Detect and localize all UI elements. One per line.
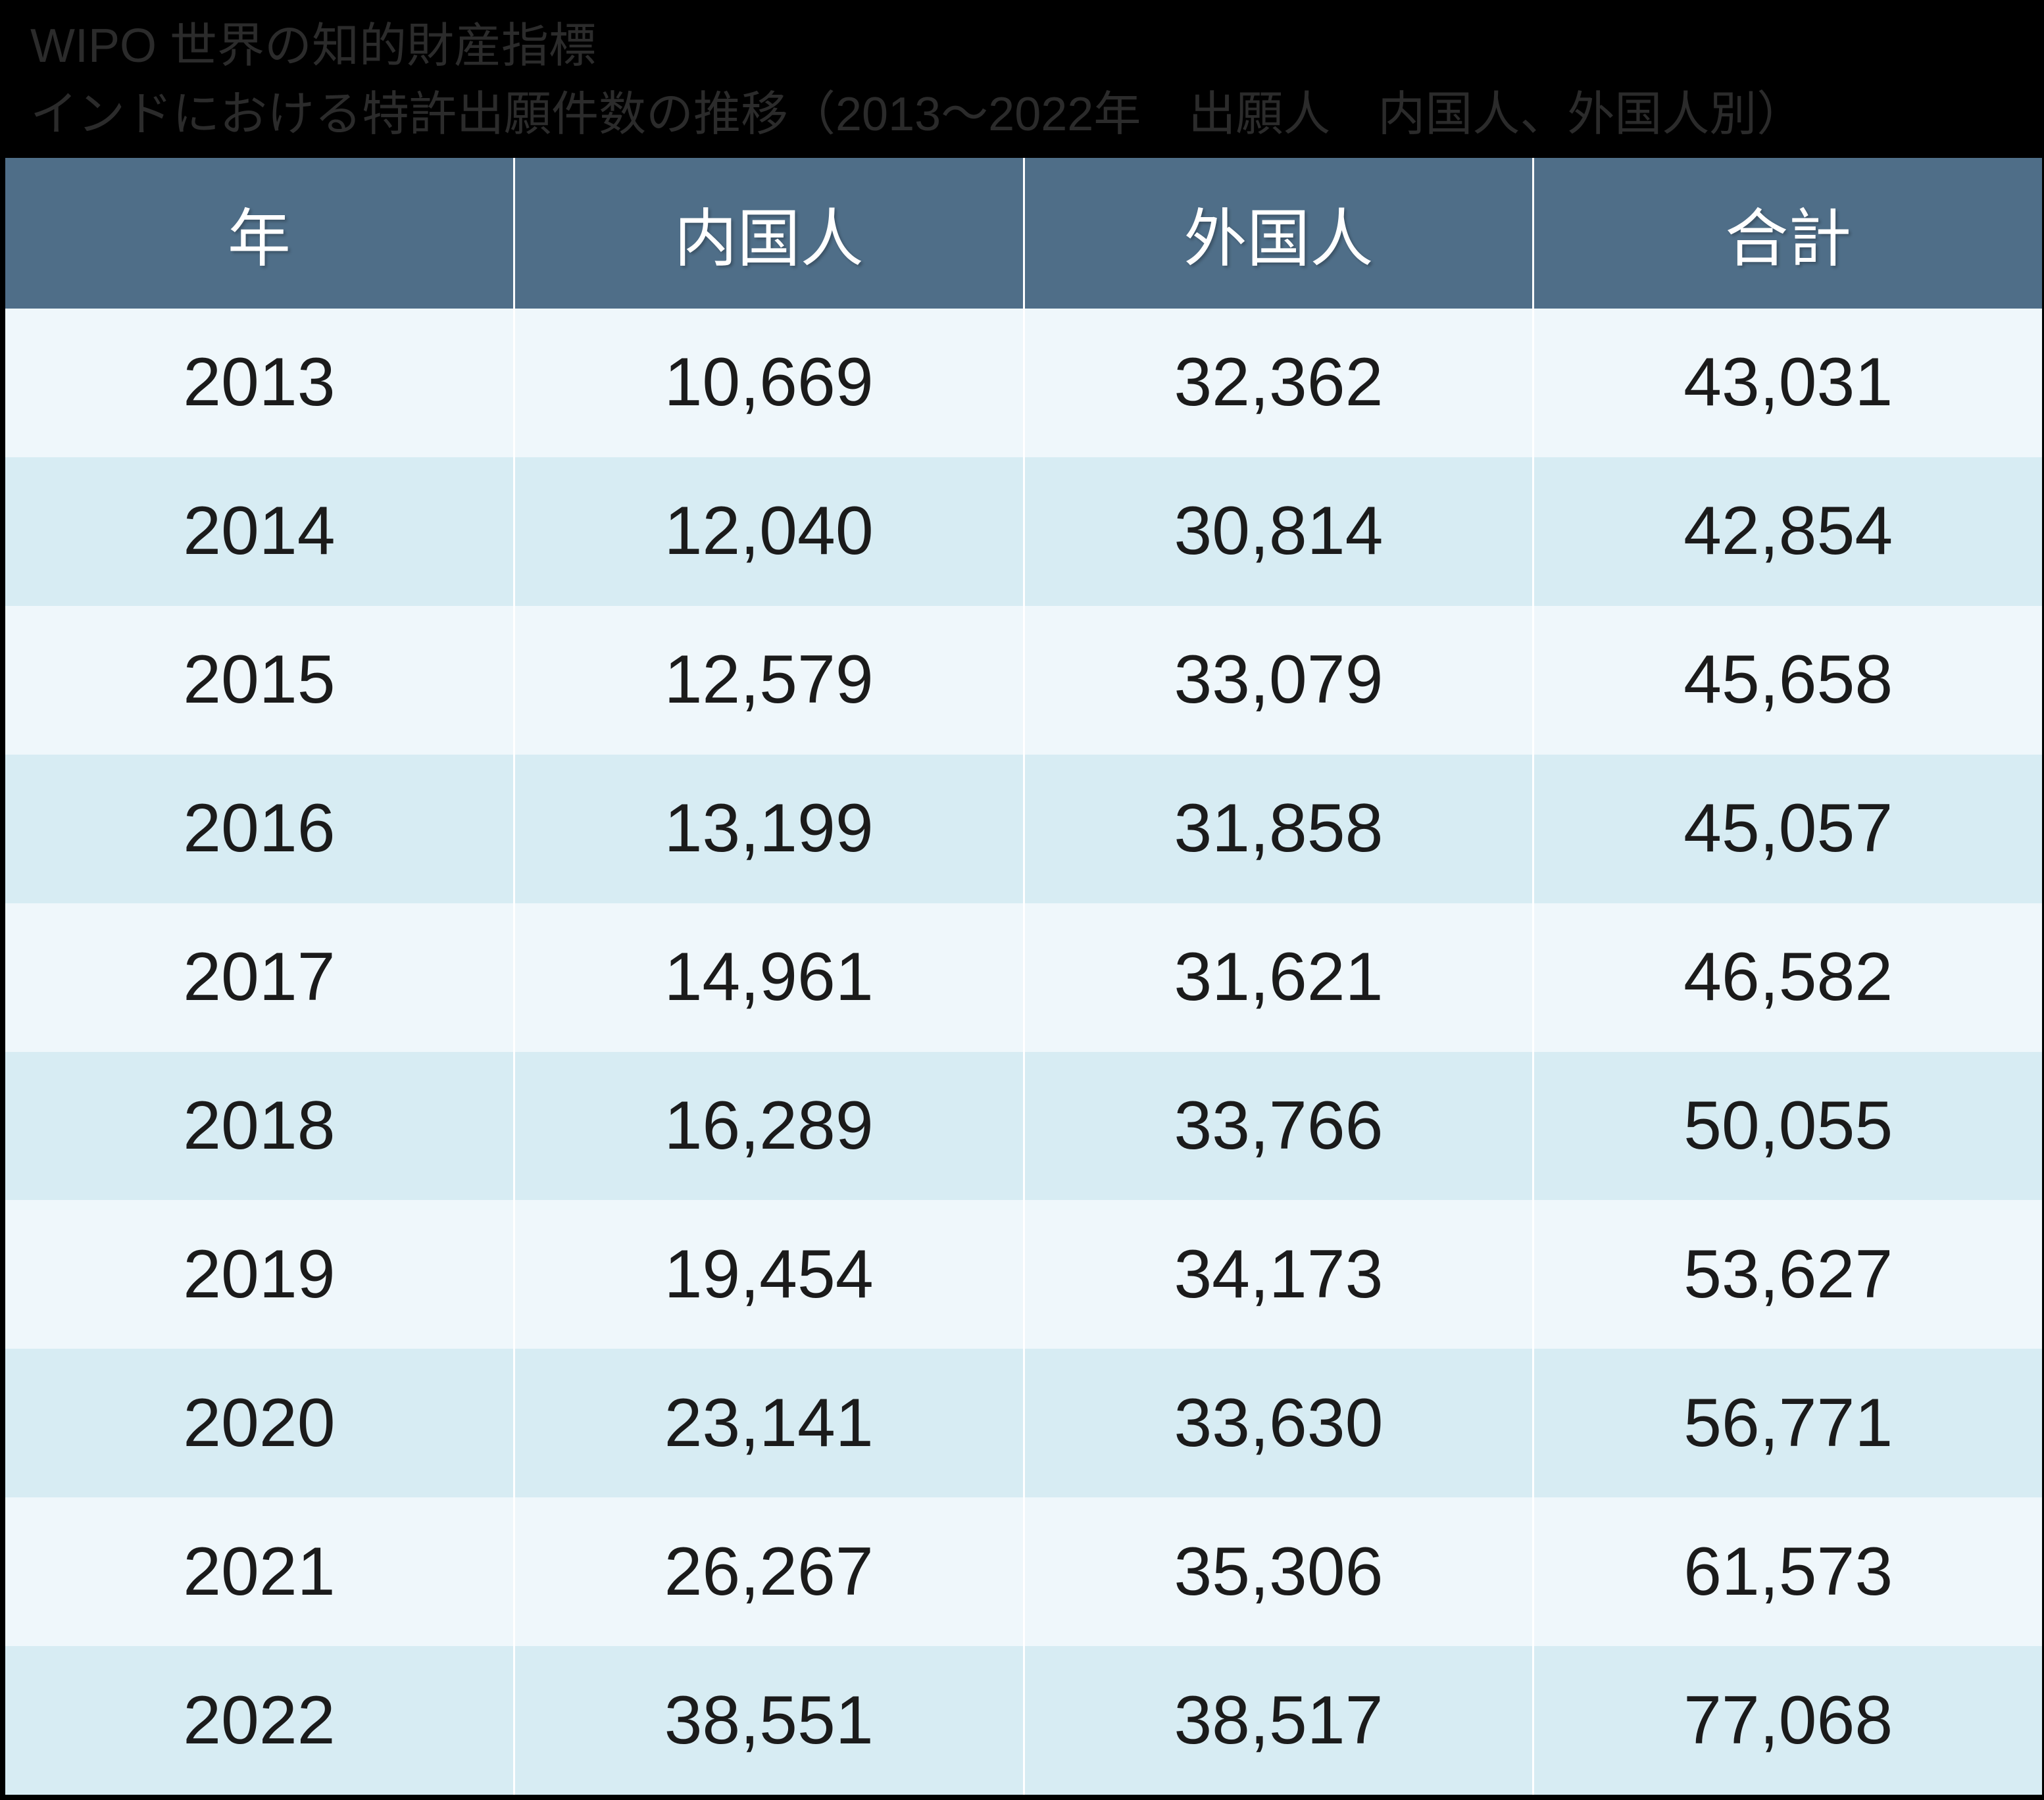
patent-table: 年内国人 外国人 合計 2013 10,669 32,362 43,031 2014 12,0…: [5, 158, 2042, 1795]
chart-subtitle: インドにおける特許出願件数の推移（2013～2022年 出願人 内国人、外国人別…: [30, 88, 1805, 141]
value-cell: 12,579: [514, 605, 1023, 755]
table-row: 2017 14,961 31,621 46,582: [5, 903, 2042, 1052]
table-row: 2022 38,551 38,517 77,068: [5, 1646, 2042, 1795]
year-cell: 2018: [5, 1051, 513, 1201]
table-row: 2021 26,267 35,306 61,573: [5, 1497, 2042, 1647]
table-row: 2014 12,040 30,814 42,854: [5, 457, 2042, 606]
value-cell: 56,771: [1534, 1349, 2042, 1498]
header-cell-3: 合計: [1534, 158, 2042, 309]
value-cell: 32,362: [1024, 309, 1533, 457]
value-cell: 42,854: [1534, 457, 2042, 606]
chart-title: WIPO 世界の知的財産指標: [30, 20, 596, 72]
year-cell: 2022: [5, 1646, 513, 1795]
value-cell: 31,858: [1024, 754, 1533, 903]
value-cell: 33,079: [1024, 605, 1533, 755]
value-cell: 10,669: [514, 309, 1023, 457]
table-row: 2013 10,669 32,362 43,031: [5, 309, 2042, 457]
value-cell: 14,961: [514, 903, 1023, 1052]
year-cell: 2020: [5, 1349, 513, 1498]
value-cell: 26,267: [514, 1497, 1023, 1647]
header-cell-1: 内国人: [514, 158, 1023, 309]
value-cell: 31,621: [1024, 903, 1533, 1052]
value-cell: 12,040: [514, 457, 1023, 606]
table-body: 2013 10,669 32,362 43,031 2014 12,040 30,814 42…: [5, 309, 2042, 1795]
value-cell: 38,551: [514, 1646, 1023, 1795]
value-cell: 45,057: [1534, 754, 2042, 903]
value-cell: 50,055: [1534, 1051, 2042, 1201]
value-cell: 19,454: [514, 1200, 1023, 1349]
value-cell: 35,306: [1024, 1497, 1533, 1647]
value-cell: 45,658: [1534, 605, 2042, 755]
value-cell: 43,031: [1534, 309, 2042, 457]
year-cell: 2019: [5, 1200, 513, 1349]
table-row: 2020 23,141 33,630 56,771: [5, 1349, 2042, 1498]
year-cell: 2013: [5, 309, 513, 457]
table-row: 2015 12,579 33,079 45,658: [5, 605, 2042, 755]
year-cell: 2016: [5, 754, 513, 903]
header-cell-0: 年: [5, 158, 513, 309]
value-cell: 77,068: [1534, 1646, 2042, 1795]
value-cell: 53,627: [1534, 1200, 2042, 1349]
chart-title-block: WIPO 世界の知的財産指標 インドにおける特許出願件数の推移（2013～202…: [30, 12, 2037, 149]
value-cell: 33,630: [1024, 1349, 1533, 1498]
value-cell: 23,141: [514, 1349, 1023, 1498]
table-row: 2019 19,454 34,173 53,627: [5, 1200, 2042, 1349]
value-cell: 46,582: [1534, 903, 2042, 1052]
value-cell: 61,573: [1534, 1497, 2042, 1647]
year-cell: 2017: [5, 903, 513, 1052]
value-cell: 30,814: [1024, 457, 1533, 606]
value-cell: 34,173: [1024, 1200, 1533, 1349]
value-cell: 13,199: [514, 754, 1023, 903]
table-row: 2018 16,289 33,766 50,055: [5, 1051, 2042, 1201]
header-cell-2: 外国人: [1024, 158, 1533, 309]
table-header-row: 年内国人 外国人 合計: [5, 158, 2042, 309]
value-cell: 38,517: [1024, 1646, 1533, 1795]
year-cell: 2021: [5, 1497, 513, 1647]
year-cell: 2015: [5, 605, 513, 755]
table-row: 2016 13,199 31,858 45,057: [5, 754, 2042, 903]
value-cell: 16,289: [514, 1051, 1023, 1201]
value-cell: 33,766: [1024, 1051, 1533, 1201]
year-cell: 2014: [5, 457, 513, 606]
